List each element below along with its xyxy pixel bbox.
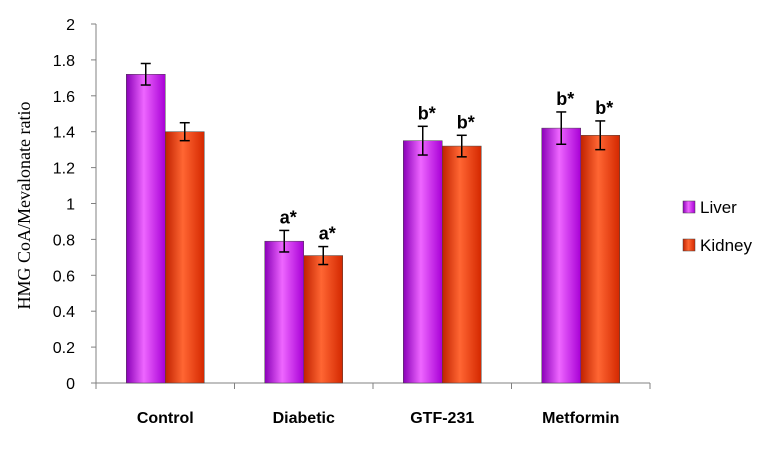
y-tick-label: 1.2: [53, 161, 75, 178]
y-tick-label: 1.6: [53, 89, 75, 106]
y-tick-label: 2: [66, 17, 75, 34]
y-tick-label: 0.6: [53, 268, 75, 285]
significance-label: a*: [280, 207, 297, 227]
significance-label: b*: [595, 98, 613, 118]
x-tick-label: Diabetic: [273, 410, 335, 427]
bars: a* a* b* b* b* b*: [126, 62, 620, 384]
significance-label: b*: [556, 89, 574, 109]
legend-swatch-kidney: [682, 238, 696, 252]
legend-label: Liver: [700, 198, 737, 217]
y-tick-label: 0.8: [53, 232, 75, 249]
bar-liver: [403, 140, 443, 384]
significance-label: a*: [319, 224, 336, 244]
bar-liver: [541, 127, 581, 384]
legend: Liver Kidney: [682, 198, 752, 255]
y-tick-label: 0.2: [53, 340, 75, 357]
bar-liver: [264, 240, 304, 384]
significance-label: b*: [457, 112, 475, 132]
bar-liver: [126, 74, 166, 384]
y-tick-label: 0: [66, 376, 75, 393]
bar-kidney: [442, 145, 482, 384]
axes: 0 0.2 0.4 0.6 0.8 1 1.2 1.4 1.6 1.8 2 HMG CoA/Meval…: [14, 17, 651, 427]
significance-label: b*: [418, 103, 436, 123]
y-tick-label: 0.4: [53, 304, 75, 321]
legend-label: Kidney: [700, 236, 752, 255]
y-tick-label: 1.4: [53, 125, 75, 142]
bar-kidney: [303, 255, 343, 384]
y-tick-label: 1.8: [53, 53, 75, 70]
bar-kidney: [580, 135, 620, 384]
x-tick-label: Metformin: [542, 410, 619, 427]
y-tick-label: 1: [66, 197, 75, 214]
bar-kidney: [165, 131, 205, 384]
legend-swatch-liver: [682, 200, 696, 214]
x-tick-label: GTF-231: [410, 410, 474, 427]
y-axis-label: HMG CoA/Mevalonate ratio: [14, 102, 34, 310]
x-tick-label: Control: [137, 410, 194, 427]
